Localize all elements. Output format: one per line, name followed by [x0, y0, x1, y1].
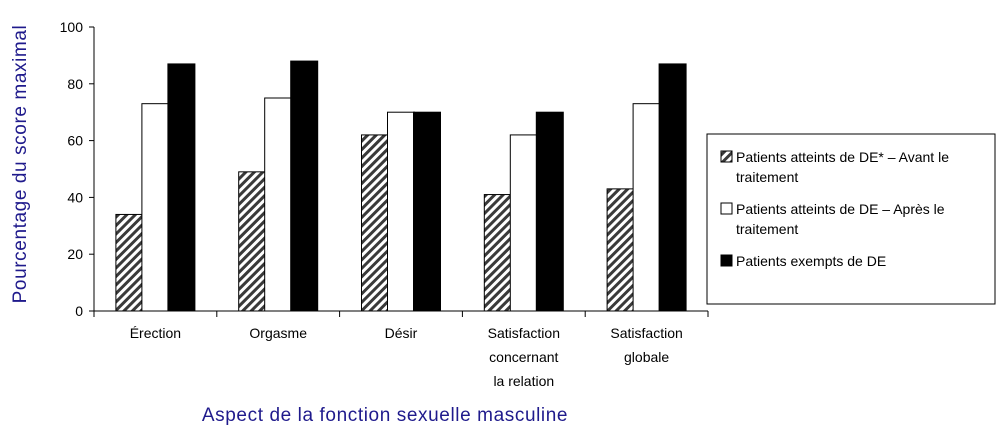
y-tick-label: 100 — [60, 19, 84, 35]
x-category-label: la relation — [493, 373, 554, 389]
bar-series-2-cat-5 — [632, 103, 661, 312]
y-tick-label: 60 — [67, 133, 83, 149]
x-category-label: concernant — [489, 349, 558, 365]
y-axis-title: Pourcentage du score maximal — [10, 25, 31, 304]
legend-label-1: Patients atteints de DE* – Avant le — [736, 149, 949, 165]
x-category-label: globale — [624, 349, 669, 365]
bar-series-1-cat-4 — [483, 194, 512, 312]
bar-series-2-cat-2 — [264, 97, 293, 312]
x-category-label: Érection — [130, 325, 181, 341]
y-axis: 0 20 40 60 80 100 — [60, 19, 95, 319]
x-category-label: Satisfaction — [610, 325, 682, 341]
x-category-label: Désir — [385, 325, 418, 341]
bar-series-3-cat-4 — [535, 111, 564, 312]
y-tick-label: 20 — [67, 246, 83, 262]
bar-series-2-cat-4 — [509, 134, 538, 312]
legend-box — [706, 133, 996, 305]
bar-series-3-cat-2 — [290, 60, 319, 312]
y-tick-label: 40 — [67, 189, 83, 205]
legend: Patients atteints de DE* – Avant le trait… — [706, 133, 996, 305]
bar-series-1-cat-1 — [115, 213, 144, 312]
x-axis-title: Aspect de la fonction sexuelle masculine — [202, 405, 568, 426]
legend-label-1: traitement — [736, 169, 798, 185]
bar-series-2-cat-3 — [387, 111, 415, 312]
x-axis: Érection Orgasme Désir Satisfaction concerna… — [93, 310, 709, 389]
legend-label-2: Patients atteints de DE – Après le — [736, 201, 945, 217]
bar-series-1-cat-2 — [238, 171, 267, 312]
legend-label-2: traitement — [736, 221, 798, 237]
y-tick-label: 0 — [75, 303, 83, 319]
legend-label-3: Patients exempts de DE — [736, 253, 886, 269]
bar-series-1-cat-3 — [361, 134, 389, 312]
bar-series-3-cat-3 — [413, 111, 441, 312]
axis-titles: Pourcentage du score maximal Aspect de la… — [10, 25, 568, 426]
y-tick-label: 80 — [67, 76, 83, 92]
bars — [115, 60, 687, 312]
x-category-label: Orgasme — [249, 325, 307, 341]
legend-swatch-1 — [720, 150, 733, 163]
bar-series-2-cat-1 — [141, 103, 170, 312]
legend-swatch-3 — [720, 254, 733, 267]
bar-series-3-cat-5 — [658, 63, 687, 312]
bar-series-1-cat-5 — [606, 188, 635, 312]
legend-swatch-2 — [720, 202, 733, 215]
x-category-label: Satisfaction — [488, 325, 560, 341]
bar-series-3-cat-1 — [167, 63, 196, 312]
